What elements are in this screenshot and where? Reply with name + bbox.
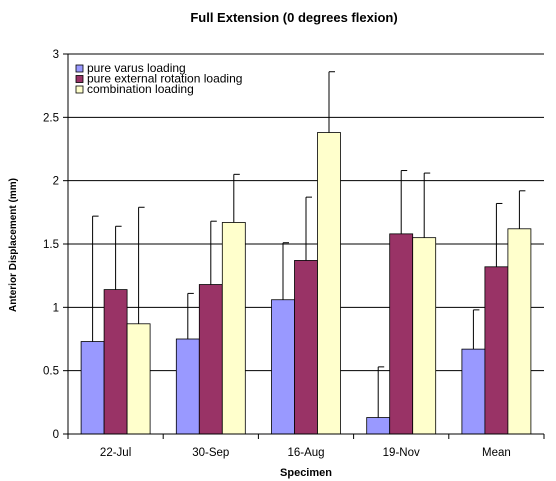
- y-tick-label: 3: [53, 49, 59, 61]
- legend-swatch: [75, 64, 84, 73]
- x-tick-label: Mean: [482, 447, 511, 459]
- legend-label: pure external rotation loading: [87, 72, 242, 86]
- bar: [126, 323, 151, 435]
- chart-title: Full Extension (0 degrees flexion): [190, 10, 397, 25]
- x-tick-label: 16-Aug: [287, 447, 324, 459]
- y-tick-label: 0.5: [43, 366, 59, 378]
- bar: [366, 417, 391, 435]
- x-axis-title: Specimen: [280, 467, 332, 479]
- bars: [80, 132, 532, 435]
- bar: [198, 284, 223, 435]
- x-tick-label: 22-Jul: [100, 447, 131, 459]
- legend-label: combination loading: [87, 82, 194, 96]
- legend-swatch: [75, 85, 84, 94]
- y-axis-title: Anterior Displacement (mm): [8, 178, 19, 312]
- bar: [507, 228, 532, 435]
- axes: [63, 53, 545, 439]
- bar: [271, 299, 295, 435]
- y-tick-label: 1: [53, 302, 59, 314]
- bar: [389, 233, 414, 435]
- y-tick-label: 1.5: [43, 239, 59, 251]
- x-tick-label: 19-Nov: [383, 447, 420, 459]
- bar: [103, 289, 128, 435]
- x-tick-label: 30-Sep: [192, 447, 229, 459]
- legend-swatch: [75, 75, 84, 83]
- y-tick-labels: 0 0.5 1 1.5 2 2.5 3: [43, 49, 59, 441]
- bar: [484, 266, 509, 435]
- bar: [412, 237, 437, 435]
- y-tick-label: 2: [53, 176, 59, 188]
- bar: [294, 260, 318, 435]
- bar: [80, 341, 105, 435]
- y-tick-label: 0: [53, 429, 59, 441]
- bar: [317, 132, 341, 435]
- bar: [221, 222, 246, 435]
- legend-label: pure varus loading: [87, 61, 186, 75]
- bar: [461, 348, 486, 435]
- y-tick-label: 2.5: [43, 112, 59, 124]
- bar: [175, 338, 200, 435]
- x-tick-labels: 22-Jul 30-Sep 16-Aug 19-Nov Mean: [100, 447, 511, 459]
- error-bars: [92, 71, 526, 418]
